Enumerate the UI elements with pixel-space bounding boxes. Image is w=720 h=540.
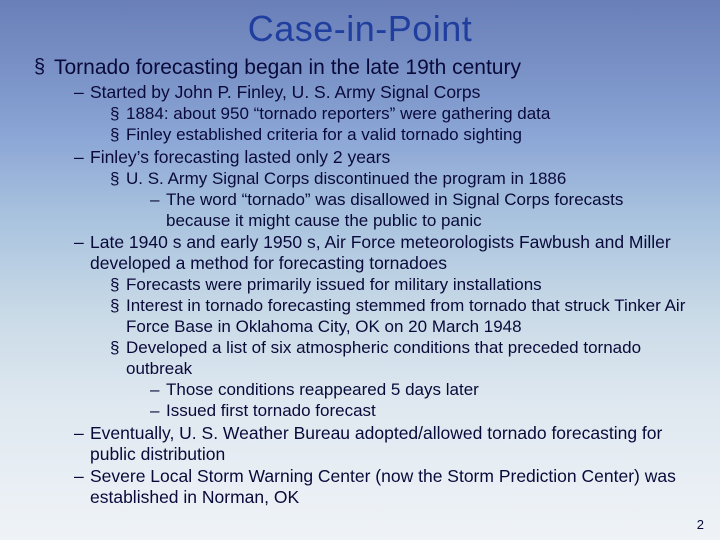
bullet-l2: Severe Local Storm Warning Center (now t… xyxy=(30,466,690,508)
bullet-l4: The word “tornado” was disallowed in Sig… xyxy=(30,190,690,231)
slide-title: Case-in-Point xyxy=(30,8,690,50)
slide-number: 2 xyxy=(697,517,704,532)
bullet-l2: Finley’s forecasting lasted only 2 years xyxy=(30,147,690,168)
bullet-l3: U. S. Army Signal Corps discontinued the… xyxy=(30,169,690,189)
bullet-l4: Those conditions reappeared 5 days later xyxy=(30,380,690,400)
bullet-l2: Late 1940 s and early 1950 s, Air Force … xyxy=(30,232,690,274)
bullet-l3: Interest in tornado forecasting stemmed … xyxy=(30,296,690,337)
bullet-l1: Tornado forecasting began in the late 19… xyxy=(30,56,690,80)
bullet-l3: 1884: about 950 “tornado reporters” were… xyxy=(30,104,690,124)
bullet-l3: Forecasts were primarily issued for mili… xyxy=(30,275,690,295)
bullet-l3: Finley established criteria for a valid … xyxy=(30,125,690,145)
bullet-l2: Eventually, U. S. Weather Bureau adopted… xyxy=(30,423,690,465)
bullet-l3: Developed a list of six atmospheric cond… xyxy=(30,338,690,379)
bullet-l2: Started by John P. Finley, U. S. Army Si… xyxy=(30,82,690,103)
bullet-l4: Issued first tornado forecast xyxy=(30,401,690,421)
slide-container: Case-in-Point Tornado forecasting began … xyxy=(0,0,720,518)
